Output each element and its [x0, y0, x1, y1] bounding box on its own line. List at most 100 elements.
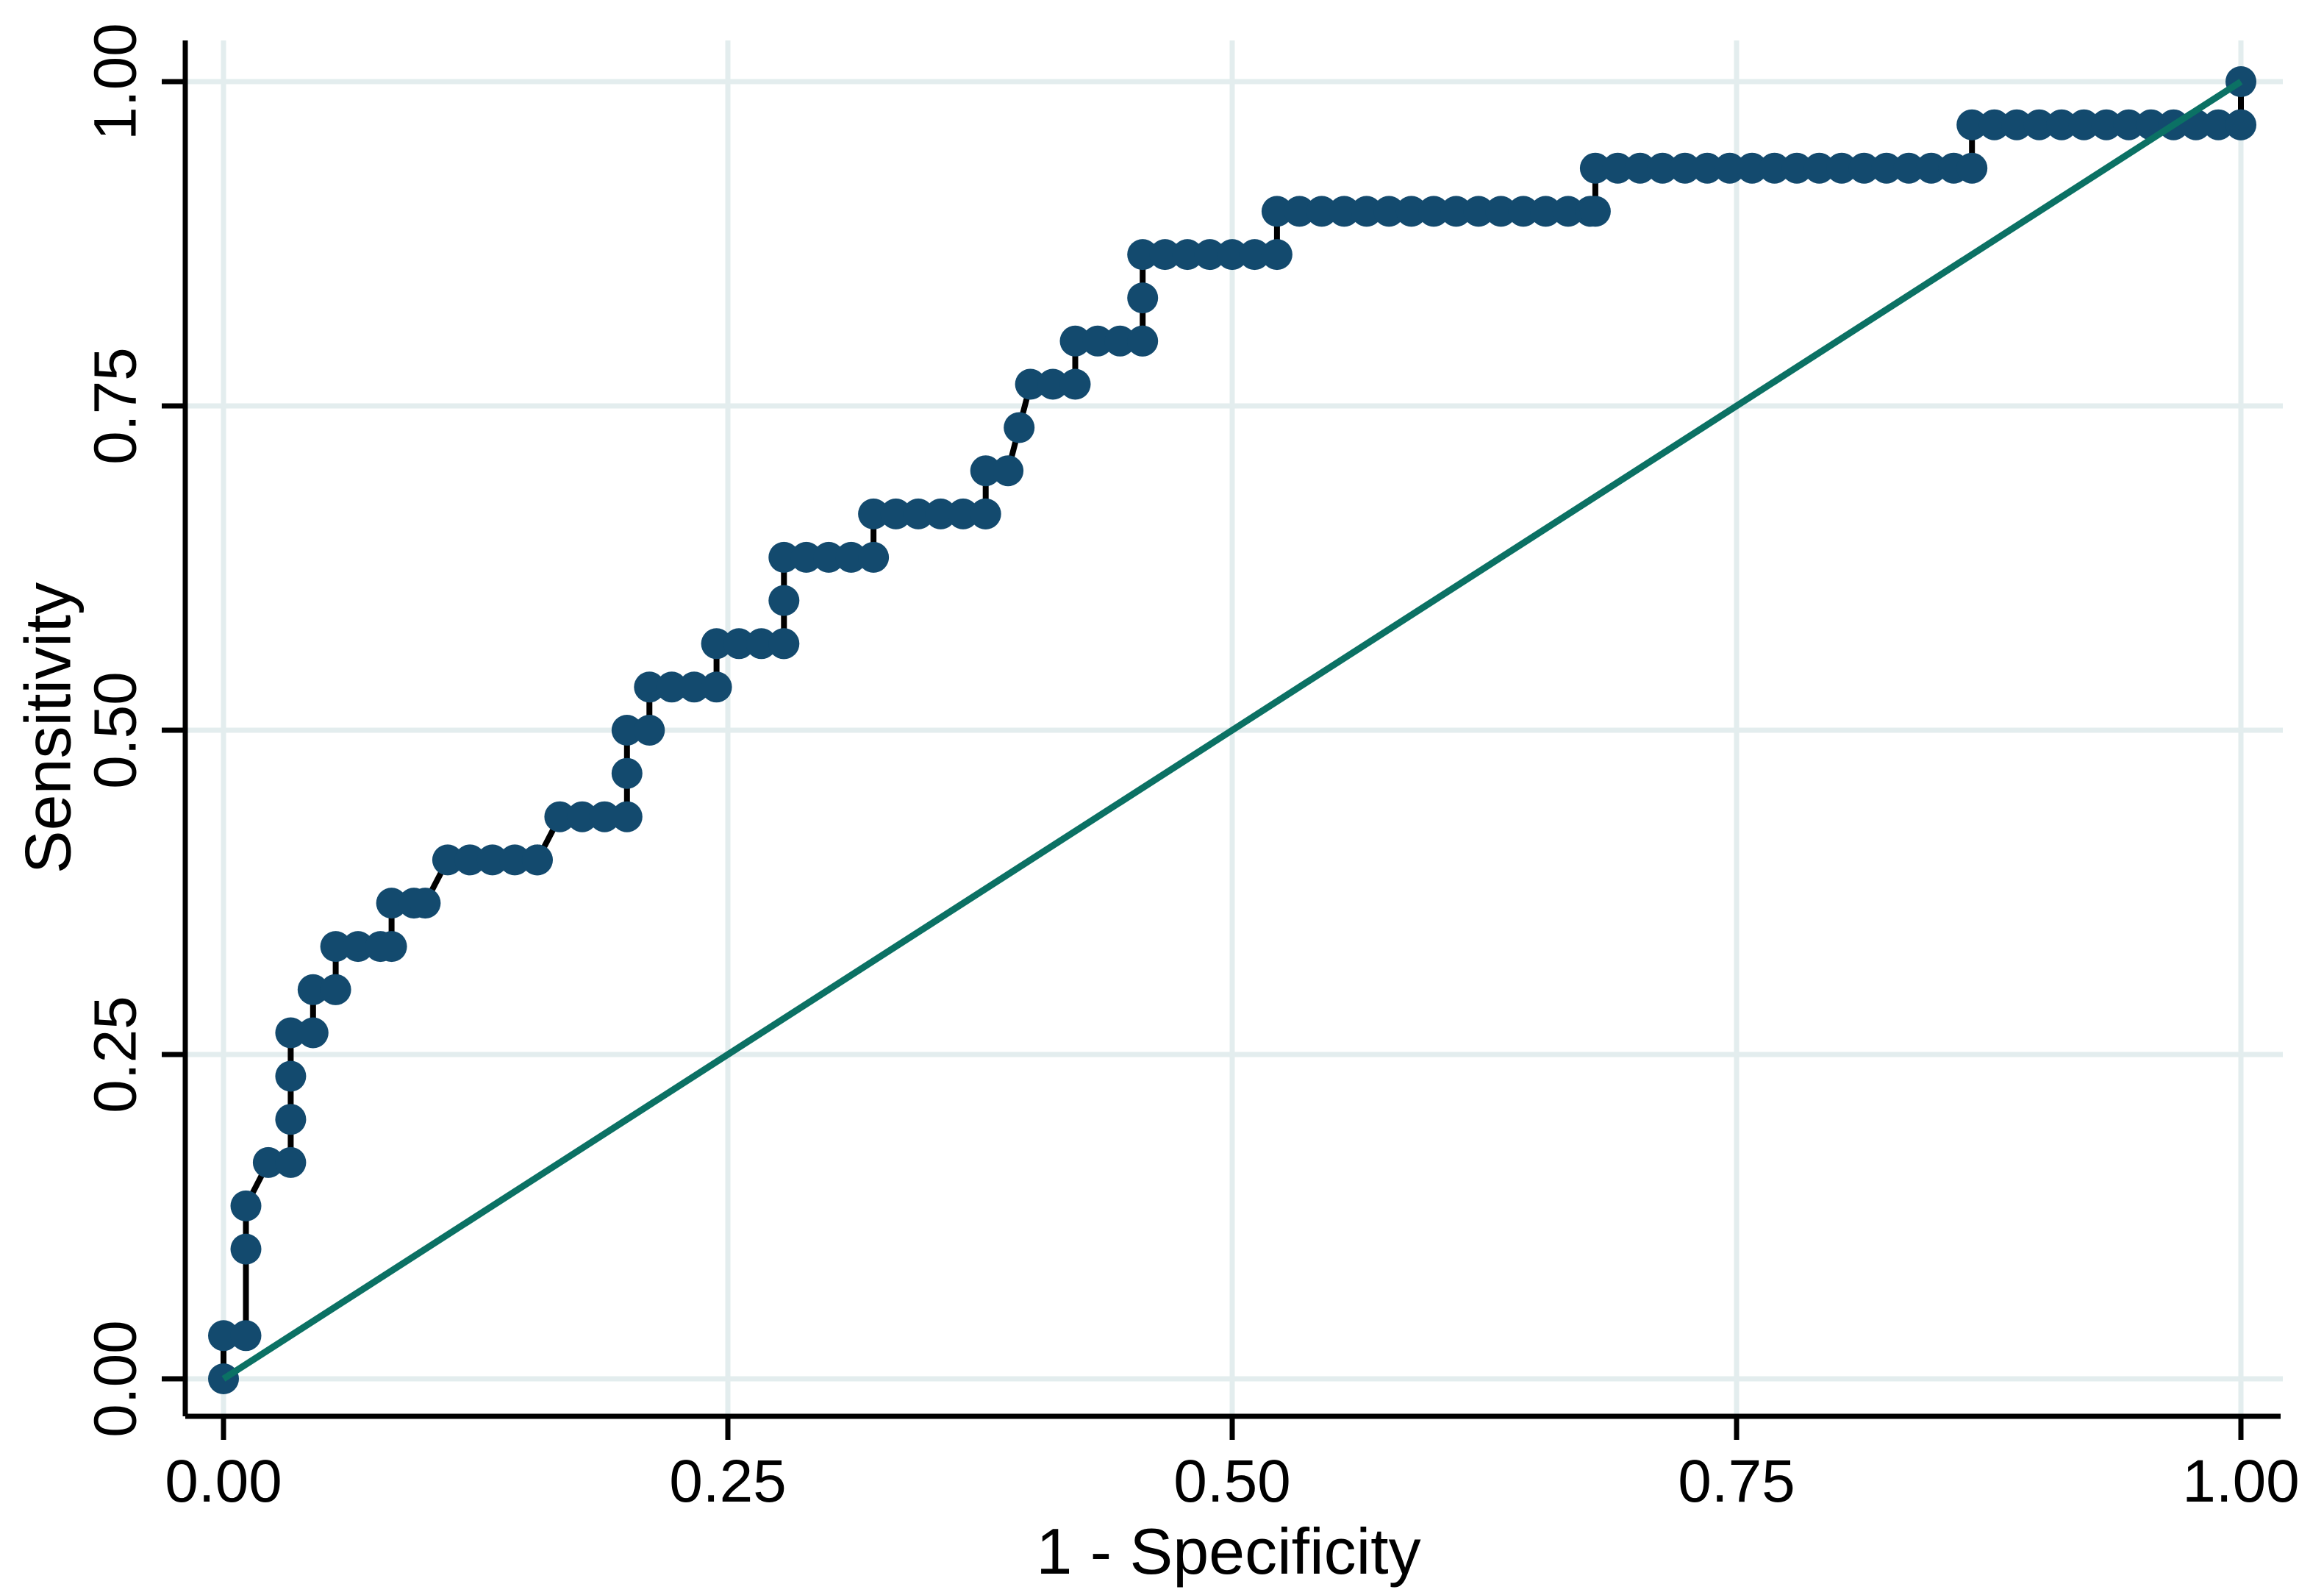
roc-data-point — [1440, 196, 1472, 227]
roc-data-point — [790, 541, 822, 573]
roc-data-point — [723, 628, 755, 660]
roc-data-point — [1692, 152, 1723, 184]
y-tick-label: 0.25 — [82, 996, 149, 1113]
roc-data-point — [376, 888, 407, 919]
roc-data-point — [1978, 109, 2010, 140]
roc-data-point — [230, 1190, 262, 1221]
x-tick-label: 1.00 — [2182, 1448, 2300, 1515]
roc-data-point — [1463, 196, 1494, 227]
roc-data-point — [432, 844, 463, 876]
roc-data-point — [1373, 196, 1405, 227]
tick-labels: 0.00 0.25 0.50 0.75 1.00 0.00 0.25 0.50 0.75 1.00 — [82, 23, 2300, 1515]
roc-data-point — [1217, 239, 1248, 271]
roc-data-point — [1261, 196, 1292, 227]
roc-data-point — [611, 801, 643, 832]
y-tick-label: 0.75 — [82, 347, 149, 465]
roc-data-point — [858, 541, 890, 573]
roc-data-point — [252, 1146, 284, 1178]
roc-data-point — [1351, 196, 1382, 227]
roc-data-point — [2113, 109, 2145, 140]
roc-data-point — [1915, 152, 1947, 184]
roc-data-point — [589, 801, 621, 832]
roc-data-point — [476, 844, 508, 876]
roc-data-point — [1781, 152, 1812, 184]
roc-data-point — [634, 671, 665, 703]
roc-data-point — [903, 498, 934, 529]
roc-data-point — [208, 1320, 239, 1352]
roc-data-point — [1284, 196, 1315, 227]
roc-data-point — [566, 801, 598, 832]
roc-data-point — [1803, 152, 1835, 184]
roc-data-point — [376, 931, 407, 963]
roc-data-point — [1870, 152, 1902, 184]
x-tick-label: 0.00 — [165, 1448, 282, 1515]
roc-data-point — [1759, 152, 1790, 184]
roc-data-point — [1104, 325, 1136, 357]
y-tick-label: 1.00 — [82, 23, 149, 140]
roc-data-point — [1485, 196, 1517, 227]
roc-data-point — [1127, 239, 1159, 271]
roc-data-point — [454, 844, 486, 876]
roc-data-point — [1127, 325, 1159, 357]
roc-data-point — [1004, 412, 1035, 443]
roc-data-point — [2091, 109, 2122, 140]
roc-data-point — [1956, 152, 1988, 184]
roc-data-point — [2001, 109, 2033, 140]
y-tick-label: 0.00 — [82, 1320, 149, 1438]
roc-data-point — [1602, 152, 1634, 184]
roc-data-point — [611, 715, 643, 746]
roc-data-point — [1737, 152, 1768, 184]
roc-data-point — [1552, 196, 1584, 227]
roc-data-point — [1127, 282, 1159, 314]
roc-data-point — [1037, 368, 1069, 400]
roc-data-point — [1826, 152, 1857, 184]
axis-titles: 1 - Specificity Sensitivity — [11, 582, 1420, 1588]
roc-data-point — [1329, 196, 1360, 227]
roc-data-point — [1172, 239, 1204, 271]
roc-data-point — [499, 844, 531, 876]
axes — [162, 40, 2281, 1440]
roc-data-point — [2023, 109, 2055, 140]
roc-data-point — [320, 931, 351, 963]
roc-data-point — [410, 888, 441, 919]
roc-data-point — [970, 498, 1001, 529]
roc-data-point — [230, 1233, 262, 1265]
roc-data-point — [1956, 109, 1988, 140]
roc-data-point — [1194, 239, 1226, 271]
x-tick-label: 0.50 — [1173, 1448, 1291, 1515]
roc-data-point — [343, 931, 373, 963]
roc-data-point — [1647, 152, 1678, 184]
roc-data-point — [925, 498, 957, 529]
roc-data-point — [1893, 152, 1925, 184]
roc-data-point — [1261, 239, 1292, 271]
y-tick-label: 0.50 — [82, 671, 149, 789]
roc-data-point — [522, 844, 553, 876]
roc-data-point — [1508, 196, 1539, 227]
roc-data-point — [275, 1017, 307, 1049]
x-tick-label: 0.75 — [1678, 1448, 1795, 1515]
roc-data-point — [2203, 109, 2234, 140]
roc-data-point — [813, 541, 845, 573]
roc-data-point — [768, 628, 800, 660]
roc-data-point — [2068, 109, 2100, 140]
y-axis-title: Sensitivity — [11, 582, 84, 874]
roc-data-point — [701, 671, 732, 703]
roc-markers — [208, 66, 2256, 1394]
roc-data-point — [2046, 109, 2078, 140]
roc-data-point — [611, 757, 643, 789]
roc-data-point — [858, 498, 890, 529]
x-tick-label: 0.25 — [669, 1448, 787, 1515]
roc-data-point — [230, 1320, 262, 1352]
roc-data-point — [880, 498, 912, 529]
roc-data-point — [835, 541, 867, 573]
chance-diagonal-reference-line — [221, 79, 2243, 1382]
roc-data-point — [1669, 152, 1701, 184]
roc-data-point — [1082, 325, 1113, 357]
roc-data-point — [1579, 196, 1611, 227]
roc-data-point — [297, 974, 329, 1005]
roc-data-point — [634, 715, 665, 746]
roc-data-point — [1579, 152, 1611, 184]
